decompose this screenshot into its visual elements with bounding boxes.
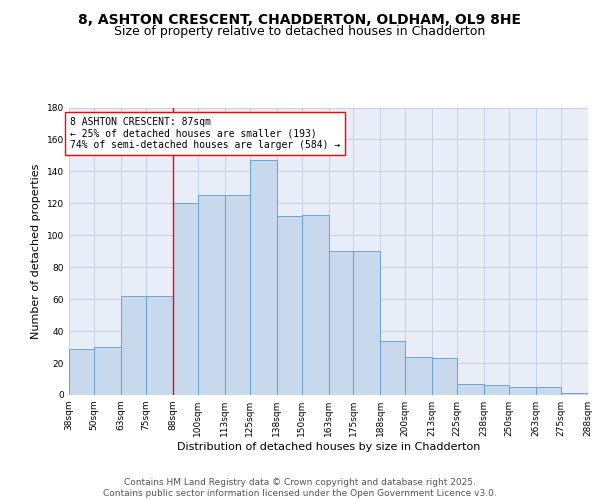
Bar <box>509 387 536 395</box>
Bar <box>224 196 250 395</box>
Bar <box>561 394 588 395</box>
Text: 8 ASHTON CRESCENT: 87sqm
← 25% of detached houses are smaller (193)
74% of semi-: 8 ASHTON CRESCENT: 87sqm ← 25% of detach… <box>70 117 340 150</box>
Bar <box>302 214 329 395</box>
Text: 8, ASHTON CRESCENT, CHADDERTON, OLDHAM, OL9 8HE: 8, ASHTON CRESCENT, CHADDERTON, OLDHAM, … <box>79 12 521 26</box>
Bar <box>173 204 198 395</box>
Bar <box>250 160 277 395</box>
Bar <box>69 348 94 395</box>
Text: Contains HM Land Registry data © Crown copyright and database right 2025.
Contai: Contains HM Land Registry data © Crown c… <box>103 478 497 498</box>
Bar <box>457 384 484 395</box>
Bar <box>353 252 380 395</box>
Bar <box>380 340 406 395</box>
Bar <box>484 386 509 395</box>
Bar <box>406 356 432 395</box>
Bar <box>536 387 561 395</box>
Y-axis label: Number of detached properties: Number of detached properties <box>31 164 41 339</box>
Bar <box>432 358 457 395</box>
Bar <box>329 252 353 395</box>
Bar <box>146 296 173 395</box>
Bar <box>198 196 224 395</box>
Bar <box>121 296 146 395</box>
Bar <box>94 347 121 395</box>
Text: Size of property relative to detached houses in Chadderton: Size of property relative to detached ho… <box>115 25 485 38</box>
X-axis label: Distribution of detached houses by size in Chadderton: Distribution of detached houses by size … <box>177 442 480 452</box>
Bar <box>277 216 302 395</box>
